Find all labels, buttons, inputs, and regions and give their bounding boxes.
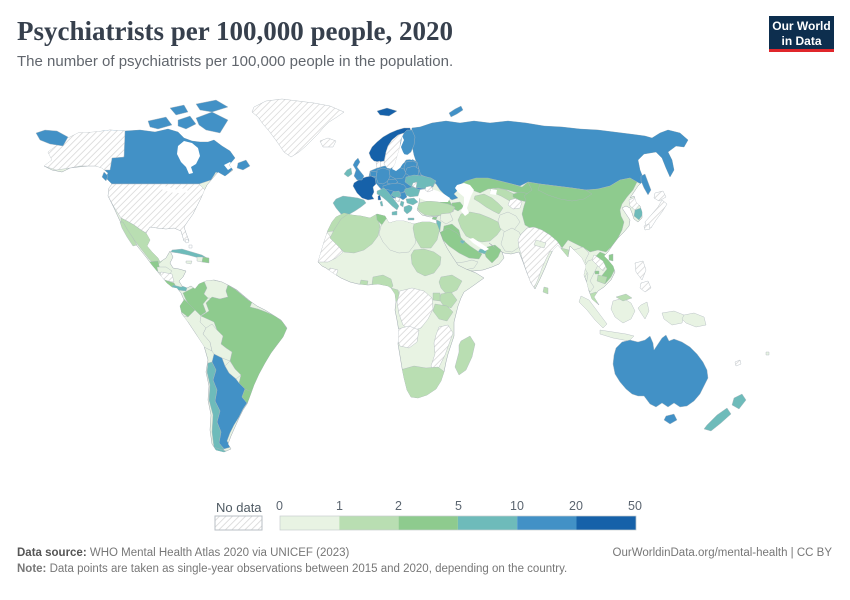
svg-text:10: 10 — [510, 499, 524, 513]
svg-text:5: 5 — [455, 499, 462, 513]
svg-text:20: 20 — [569, 499, 583, 513]
svg-text:2: 2 — [395, 499, 402, 513]
svg-text:50: 50 — [628, 499, 642, 513]
svg-text:0: 0 — [276, 499, 283, 513]
svg-text:1: 1 — [336, 499, 343, 513]
